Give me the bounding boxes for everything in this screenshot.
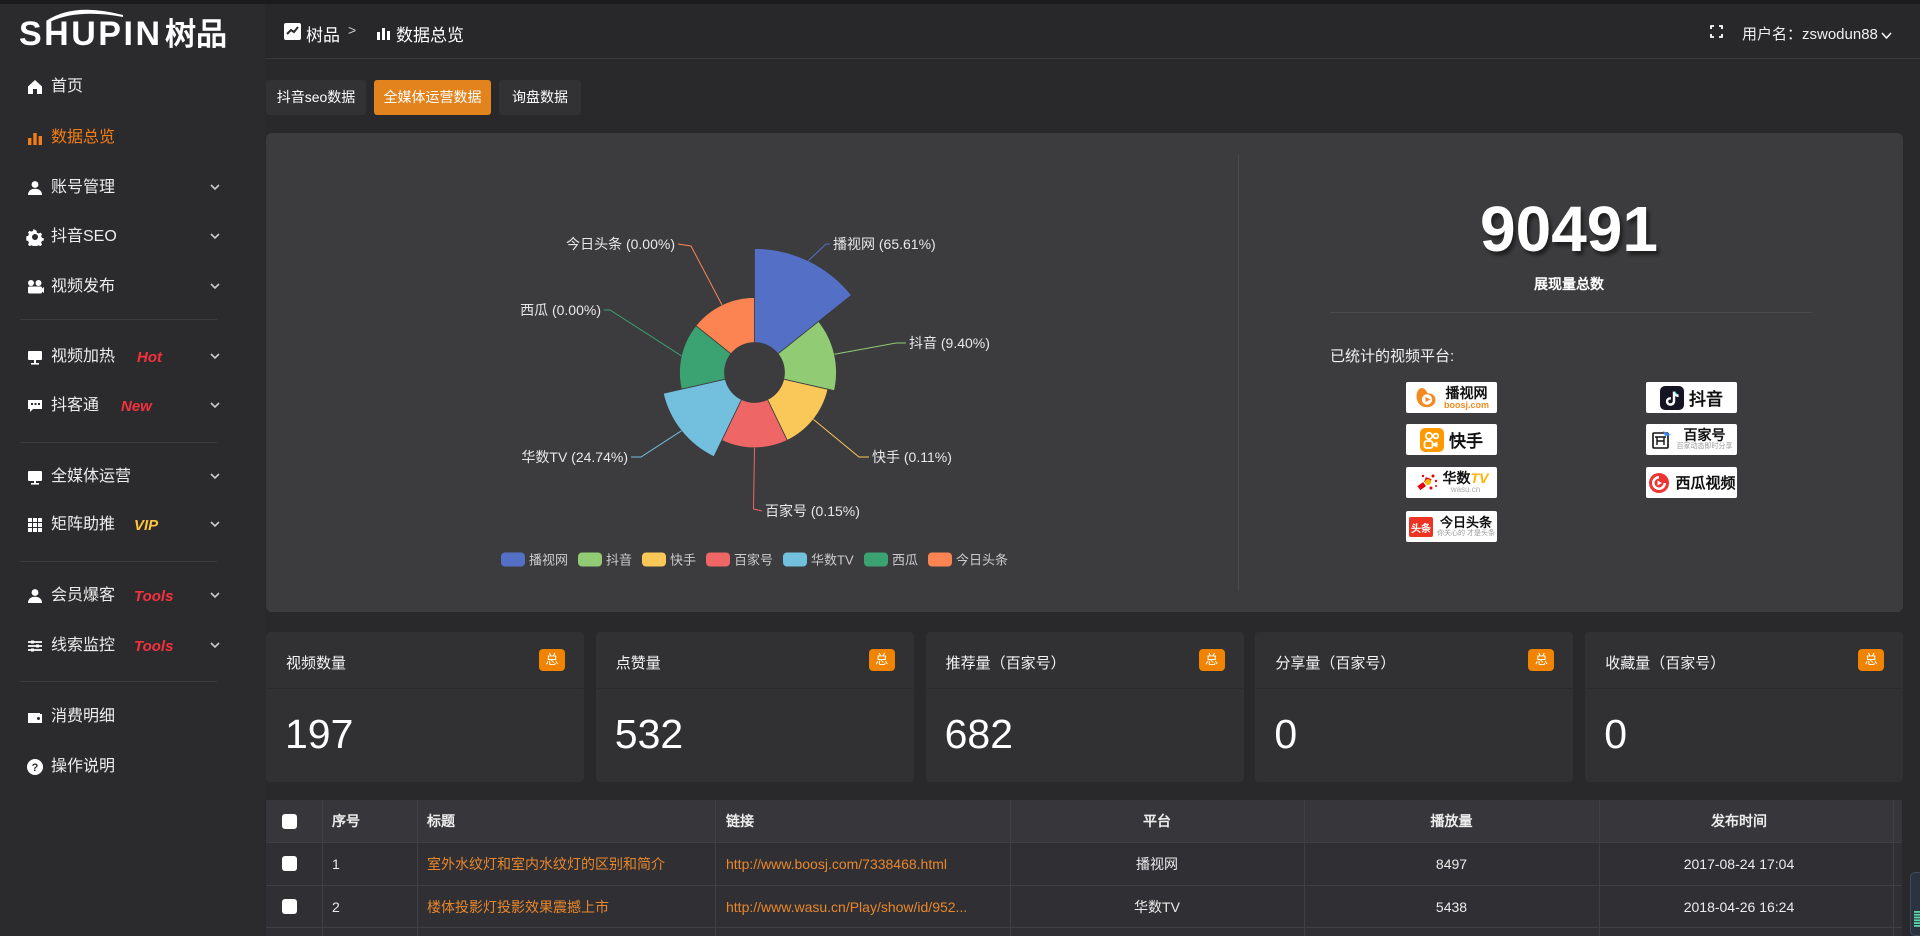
svg-text:百家号 (0.15%): 百家号 (0.15%) [765,503,860,519]
svg-text:抖音: 抖音 [606,553,632,568]
svg-text:树品: 树品 [165,17,227,50]
svg-text:今日头条 (0.00%): 今日头条 (0.00%) [566,236,675,252]
svg-text:百家号: 百家号 [734,553,773,568]
svg-text:华数TV: 华数TV [811,553,854,568]
svg-text:?: ? [32,762,39,774]
svg-text:播视网 (65.61%): 播视网 (65.61%) [833,236,936,252]
svg-text:播视网: 播视网 [529,553,568,568]
svg-text:头条: 头条 [1411,522,1432,535]
svg-text:西瓜: 西瓜 [892,553,918,568]
svg-text:快手: 快手 [670,553,696,568]
svg-text:抖音 (9.40%): 抖音 (9.40%) [909,335,990,351]
svg-text:SHUPIN: SHUPIN [19,15,159,50]
svg-text:华数TV (24.74%): 华数TV (24.74%) [521,449,628,465]
svg-text:快手 (0.11%): 快手 (0.11%) [872,449,952,465]
svg-text:西瓜 (0.00%): 西瓜 (0.00%) [520,302,601,318]
svg-text:今日头条: 今日头条 [956,553,1008,568]
